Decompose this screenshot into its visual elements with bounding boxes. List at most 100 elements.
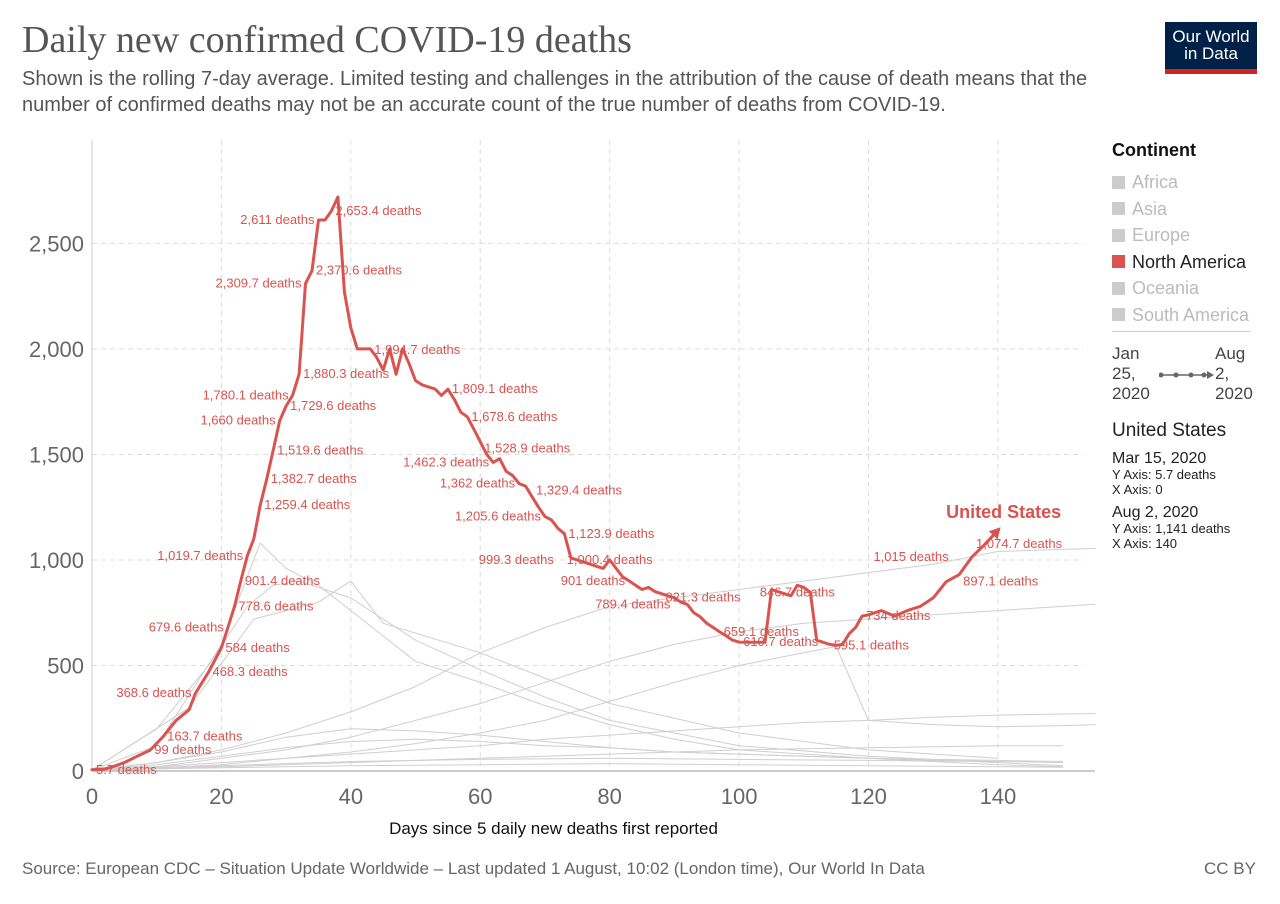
- legend-swatch: [1112, 228, 1125, 242]
- info-end-x: X Axis: 140: [1112, 536, 1178, 551]
- logo-line-2: in Data: [1184, 44, 1238, 63]
- data-label: 2,370.6 deaths: [316, 263, 403, 278]
- legend-item-africa[interactable]: Africa: [1112, 169, 1262, 196]
- y-tick-label: 1,000: [29, 548, 84, 573]
- data-label: 1,329.4 deaths: [536, 482, 623, 497]
- series-end-arrow: [988, 527, 1001, 540]
- data-label: 595.1 deaths: [834, 637, 910, 652]
- data-label: 846.7 deaths: [760, 584, 836, 599]
- chart-title: Daily new confirmed COVID-19 deaths: [22, 19, 632, 61]
- data-label: 584 deaths: [225, 640, 290, 655]
- data-label: 1,205.6 deaths: [455, 509, 542, 524]
- legend-item-oceania[interactable]: Oceania: [1112, 275, 1262, 302]
- y-tick-label: 500: [47, 653, 84, 678]
- data-label: 1,780.1 deaths: [203, 387, 290, 402]
- series-line-background: [91, 547, 1096, 771]
- legend-label: Europe: [1132, 225, 1191, 246]
- data-label: 789.4 deaths: [595, 596, 671, 611]
- data-label: 659.1 deaths: [724, 624, 800, 639]
- y-tick-label: 2,000: [29, 337, 84, 362]
- logo-accent-bar: [1165, 69, 1257, 74]
- time-range-control[interactable]: Jan 25, 2020 Aug 2, 2020: [1112, 344, 1262, 404]
- info-end-y: Y Axis: 1,141 deaths: [1112, 521, 1231, 536]
- x-tick-label: 60: [468, 784, 492, 809]
- data-label: 2,309.7 deaths: [216, 276, 303, 291]
- series-line-background: [91, 738, 1064, 771]
- series-line-background: [91, 713, 1096, 771]
- y-tick-label: 1,500: [29, 442, 84, 467]
- owid-logo[interactable]: Our World in Data: [1165, 22, 1257, 74]
- license-link[interactable]: CC BY: [1204, 859, 1256, 878]
- time-start-label: Jan 25, 2020: [1112, 344, 1150, 403]
- x-tick-label: 0: [86, 784, 98, 809]
- data-label: 1,729.6 deaths: [290, 398, 377, 413]
- series-label-united-states: United States: [946, 502, 1061, 522]
- data-label: 2,653.4 deaths: [335, 203, 422, 218]
- data-label: 2,611 deaths: [240, 212, 315, 227]
- legend-swatch: [1112, 175, 1125, 189]
- data-label: 610.7 deaths: [743, 634, 819, 649]
- data-label: 1,678.6 deaths: [471, 409, 558, 424]
- data-label: 468.3 deaths: [212, 664, 288, 679]
- data-label: 1,519.6 deaths: [277, 442, 364, 457]
- x-axis-label: Days since 5 daily new deaths first repo…: [389, 819, 718, 838]
- data-label: 734 deaths: [866, 608, 931, 623]
- time-end-label: Aug 2, 2020: [1215, 344, 1253, 403]
- data-label: 999.3 deaths: [479, 552, 555, 567]
- legend: Continent Africa Asia Europe North America O…: [1112, 140, 1262, 328]
- data-label: 1,000.4 deaths: [567, 552, 654, 567]
- x-tick-label: 40: [339, 784, 363, 809]
- series-line-background: [91, 580, 999, 771]
- data-label: 778.6 deaths: [238, 599, 314, 614]
- x-tick-label: 80: [597, 784, 621, 809]
- chart-subtitle: Shown is the rolling 7-day average. Limi…: [22, 68, 1088, 116]
- data-label: 901.4 deaths: [245, 573, 321, 588]
- legend-label: Asia: [1132, 198, 1168, 219]
- time-slider-icon[interactable]: [1159, 370, 1215, 380]
- data-label: 1,074.7 deaths: [976, 536, 1063, 551]
- data-label: 1,462.3 deaths: [403, 454, 490, 469]
- hover-info-panel: United States Mar 15, 2020 Y Axis: 5.7 d…: [1112, 420, 1262, 551]
- series-line-background: [91, 603, 1096, 771]
- x-tick-label: 140: [980, 784, 1017, 809]
- series-line-background: [91, 580, 1064, 771]
- data-label: 1,123.9 deaths: [568, 526, 655, 541]
- data-label: 1,015 deaths: [873, 549, 949, 564]
- legend-item-north-america[interactable]: North America: [1112, 249, 1262, 276]
- legend-label: North America: [1132, 251, 1247, 272]
- source-note[interactable]: Source: European CDC – Situation Update …: [22, 859, 925, 878]
- info-end-date: Aug 2, 2020: [1112, 504, 1199, 521]
- series-line-background: [91, 542, 1064, 771]
- x-tick-label: 100: [721, 784, 758, 809]
- data-label: 368.6 deaths: [116, 685, 192, 700]
- data-label: 1,019.7 deaths: [157, 548, 244, 563]
- legend-swatch: [1112, 281, 1125, 295]
- legend-item-europe[interactable]: Europe: [1112, 222, 1262, 249]
- info-start-date: Mar 15, 2020: [1112, 450, 1207, 467]
- x-tick-label: 20: [209, 784, 233, 809]
- data-label: 1,259.4 deaths: [264, 497, 351, 512]
- legend-item-asia[interactable]: Asia: [1112, 196, 1262, 223]
- data-label: 679.6 deaths: [149, 620, 225, 635]
- data-label: 901 deaths: [561, 573, 626, 588]
- legend-label: Africa: [1132, 172, 1179, 193]
- legend-swatch: [1112, 255, 1125, 269]
- series-line-background: [91, 757, 1064, 771]
- legend-label: South America: [1132, 304, 1250, 325]
- data-label: 5.7 deaths: [96, 762, 157, 777]
- data-label: 1,809.1 deaths: [452, 381, 539, 396]
- data-label: 99 deaths: [154, 742, 212, 757]
- data-label: 897.1 deaths: [963, 574, 1039, 589]
- data-label: 1,382.7 deaths: [271, 471, 358, 486]
- data-label: 1,528.9 deaths: [484, 440, 571, 455]
- info-start-y: Y Axis: 5.7 deaths: [1112, 467, 1216, 482]
- info-country: United States: [1112, 420, 1227, 441]
- legend-divider: [1112, 331, 1250, 332]
- data-label: 1,362 deaths: [440, 476, 516, 491]
- info-start-x: X Axis: 0: [1112, 482, 1163, 497]
- data-label: 1,994.7 deaths: [374, 342, 461, 357]
- legend-item-south-america[interactable]: South America: [1112, 302, 1262, 329]
- legend-title: Continent: [1112, 140, 1196, 160]
- data-label: 1,660 deaths: [200, 413, 276, 428]
